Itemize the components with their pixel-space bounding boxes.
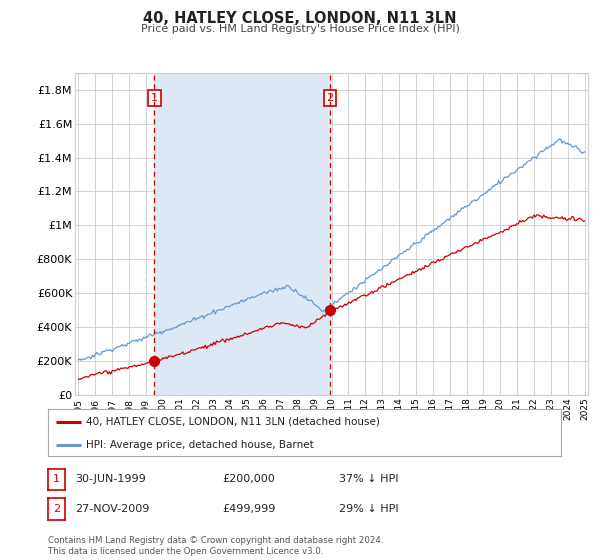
Text: 2: 2 xyxy=(53,504,60,514)
Text: 30-JUN-1999: 30-JUN-1999 xyxy=(75,474,146,484)
Text: £200,000: £200,000 xyxy=(222,474,275,484)
Text: 27-NOV-2009: 27-NOV-2009 xyxy=(75,504,149,514)
Bar xyxy=(154,73,330,395)
Text: 2: 2 xyxy=(326,93,334,103)
Text: Price paid vs. HM Land Registry's House Price Index (HPI): Price paid vs. HM Land Registry's House … xyxy=(140,24,460,34)
Text: 1: 1 xyxy=(151,93,158,103)
Text: 37% ↓ HPI: 37% ↓ HPI xyxy=(339,474,398,484)
Text: HPI: Average price, detached house, Barnet: HPI: Average price, detached house, Barn… xyxy=(86,440,314,450)
Text: Contains HM Land Registry data © Crown copyright and database right 2024.
This d: Contains HM Land Registry data © Crown c… xyxy=(48,536,383,556)
Text: 1: 1 xyxy=(53,474,60,484)
Text: 40, HATLEY CLOSE, LONDON, N11 3LN: 40, HATLEY CLOSE, LONDON, N11 3LN xyxy=(143,11,457,26)
Text: 29% ↓ HPI: 29% ↓ HPI xyxy=(339,504,398,514)
Text: 40, HATLEY CLOSE, LONDON, N11 3LN (detached house): 40, HATLEY CLOSE, LONDON, N11 3LN (detac… xyxy=(86,417,380,427)
Text: £499,999: £499,999 xyxy=(222,504,275,514)
